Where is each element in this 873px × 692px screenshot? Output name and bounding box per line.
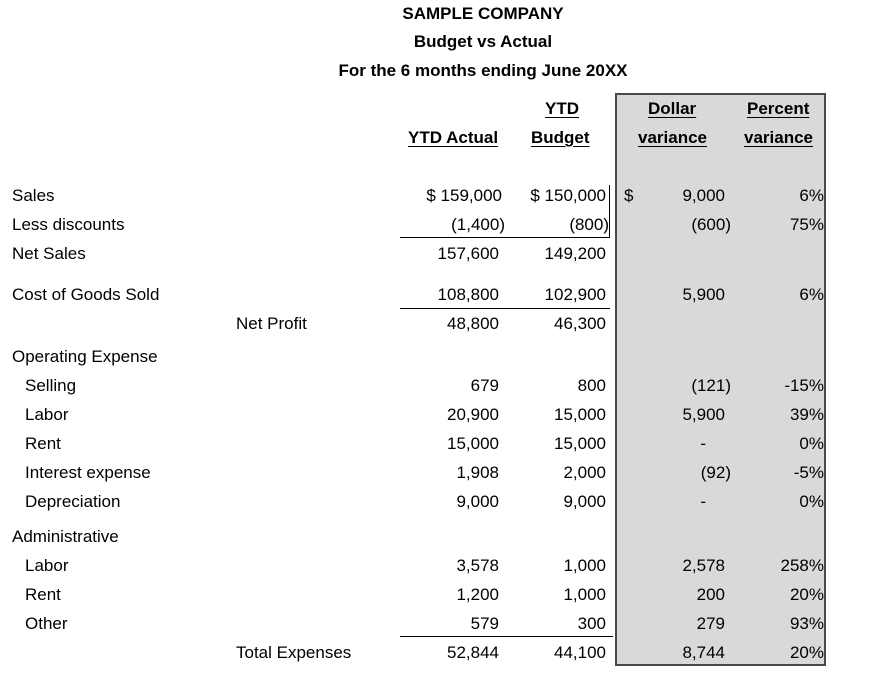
selling-actual: 679 — [470, 376, 499, 395]
depreciation-dollar-variance: - — [700, 492, 706, 511]
row-label-discounts: Less discounts — [12, 215, 125, 234]
row-label-selling: Selling — [25, 376, 77, 395]
discounts-budget: (800) — [569, 215, 609, 234]
section-label-operating-expense: Operating Expense — [12, 347, 158, 366]
labor-percent-variance: 39% — [789, 405, 824, 424]
row-label-labor: Labor — [25, 405, 69, 424]
admin-labor-dollar-variance: 2,578 — [682, 556, 725, 575]
discounts-percent-variance: 75% — [789, 215, 824, 234]
net-profit-actual: 48,800 — [447, 314, 499, 333]
row-label-rent: Rent — [25, 434, 61, 453]
header-ytd-budget-line1: YTD — [545, 99, 579, 118]
discounts-dollar-variance: (600) — [691, 215, 731, 234]
report-period: For the 6 months ending June 20XX — [338, 61, 628, 80]
sales-dollar-sign: $ — [624, 186, 634, 205]
net-sales-budget: 149,200 — [544, 244, 606, 263]
row-label-admin-other: Other — [25, 614, 68, 633]
header-ytd-budget-line2: Budget — [531, 128, 590, 147]
rent-percent-variance: 0% — [799, 434, 824, 453]
selling-budget: 800 — [577, 376, 606, 395]
subtotal-rule — [400, 237, 610, 238]
header-dollar-line1: Dollar — [648, 99, 697, 118]
header-percent-line1: Percent — [747, 99, 810, 118]
row-label-cogs: Cost of Goods Sold — [12, 285, 160, 304]
selling-dollar-variance: (121) — [691, 376, 731, 395]
admin-other-percent-variance: 93% — [789, 614, 824, 633]
header-ytd-actual: YTD Actual — [408, 128, 499, 147]
column-separator — [609, 185, 610, 237]
row-label-depreciation: Depreciation — [25, 492, 121, 511]
interest-percent-variance: -5% — [793, 463, 824, 482]
sales-percent-variance: 6% — [799, 186, 824, 205]
discounts-actual: (1,400) — [451, 215, 505, 234]
company-name: SAMPLE COMPANY — [402, 4, 564, 23]
report-title: Budget vs Actual — [413, 32, 553, 51]
admin-rent-dollar-variance: 200 — [696, 585, 725, 604]
cogs-budget: 102,900 — [544, 285, 606, 304]
cogs-percent-variance: 6% — [799, 285, 824, 304]
row-label-net-profit: Net Profit — [236, 314, 307, 333]
header-percent-line2: variance — [744, 128, 813, 147]
sales-actual: $ 159,000 — [426, 186, 502, 205]
admin-other-budget: 300 — [577, 614, 606, 633]
row-label-net-sales: Net Sales — [12, 244, 86, 263]
total-rule — [400, 636, 613, 637]
section-label-administrative: Administrative — [12, 527, 119, 546]
rent-dollar-variance: - — [700, 434, 706, 453]
depreciation-percent-variance: 0% — [799, 492, 824, 511]
admin-rent-actual: 1,200 — [456, 585, 499, 604]
admin-other-dollar-variance: 279 — [696, 614, 725, 633]
net-profit-budget: 46,300 — [554, 314, 606, 333]
sales-budget: $ 150,000 — [530, 186, 606, 205]
admin-other-actual: 579 — [470, 614, 499, 633]
gross-profit-rule — [400, 308, 610, 309]
interest-actual: 1,908 — [456, 463, 499, 482]
rent-actual: 15,000 — [447, 434, 499, 453]
total-expenses-percent-variance: 20% — [789, 643, 824, 662]
total-expenses-dollar-variance: 8,744 — [682, 643, 725, 662]
interest-budget: 2,000 — [563, 463, 606, 482]
rent-budget: 15,000 — [554, 434, 606, 453]
depreciation-actual: 9,000 — [456, 492, 499, 511]
labor-actual: 20,900 — [447, 405, 499, 424]
total-expenses-budget: 44,100 — [554, 643, 606, 662]
row-label-admin-rent: Rent — [25, 585, 61, 604]
total-expenses-actual: 52,844 — [447, 643, 499, 662]
selling-percent-variance: -15% — [784, 376, 824, 395]
admin-rent-percent-variance: 20% — [789, 585, 824, 604]
admin-rent-budget: 1,000 — [563, 585, 606, 604]
admin-labor-budget: 1,000 — [563, 556, 606, 575]
interest-dollar-variance: (92) — [700, 463, 731, 482]
admin-labor-percent-variance: 258% — [780, 556, 824, 575]
cogs-actual: 108,800 — [437, 285, 499, 304]
sales-dollar-variance: 9,000 — [682, 186, 725, 205]
row-label-total-expenses: Total Expenses — [236, 643, 352, 662]
depreciation-budget: 9,000 — [563, 492, 606, 511]
net-sales-actual: 157,600 — [437, 244, 499, 263]
admin-labor-actual: 3,578 — [456, 556, 499, 575]
row-label-interest-expense: Interest expense — [25, 463, 151, 482]
labor-budget: 15,000 — [554, 405, 606, 424]
labor-dollar-variance: 5,900 — [682, 405, 725, 424]
row-label-sales: Sales — [12, 186, 55, 205]
cogs-dollar-variance: 5,900 — [682, 285, 725, 304]
row-label-admin-labor: Labor — [25, 556, 69, 575]
header-dollar-line2: variance — [638, 128, 707, 147]
variance-panel — [615, 93, 826, 666]
